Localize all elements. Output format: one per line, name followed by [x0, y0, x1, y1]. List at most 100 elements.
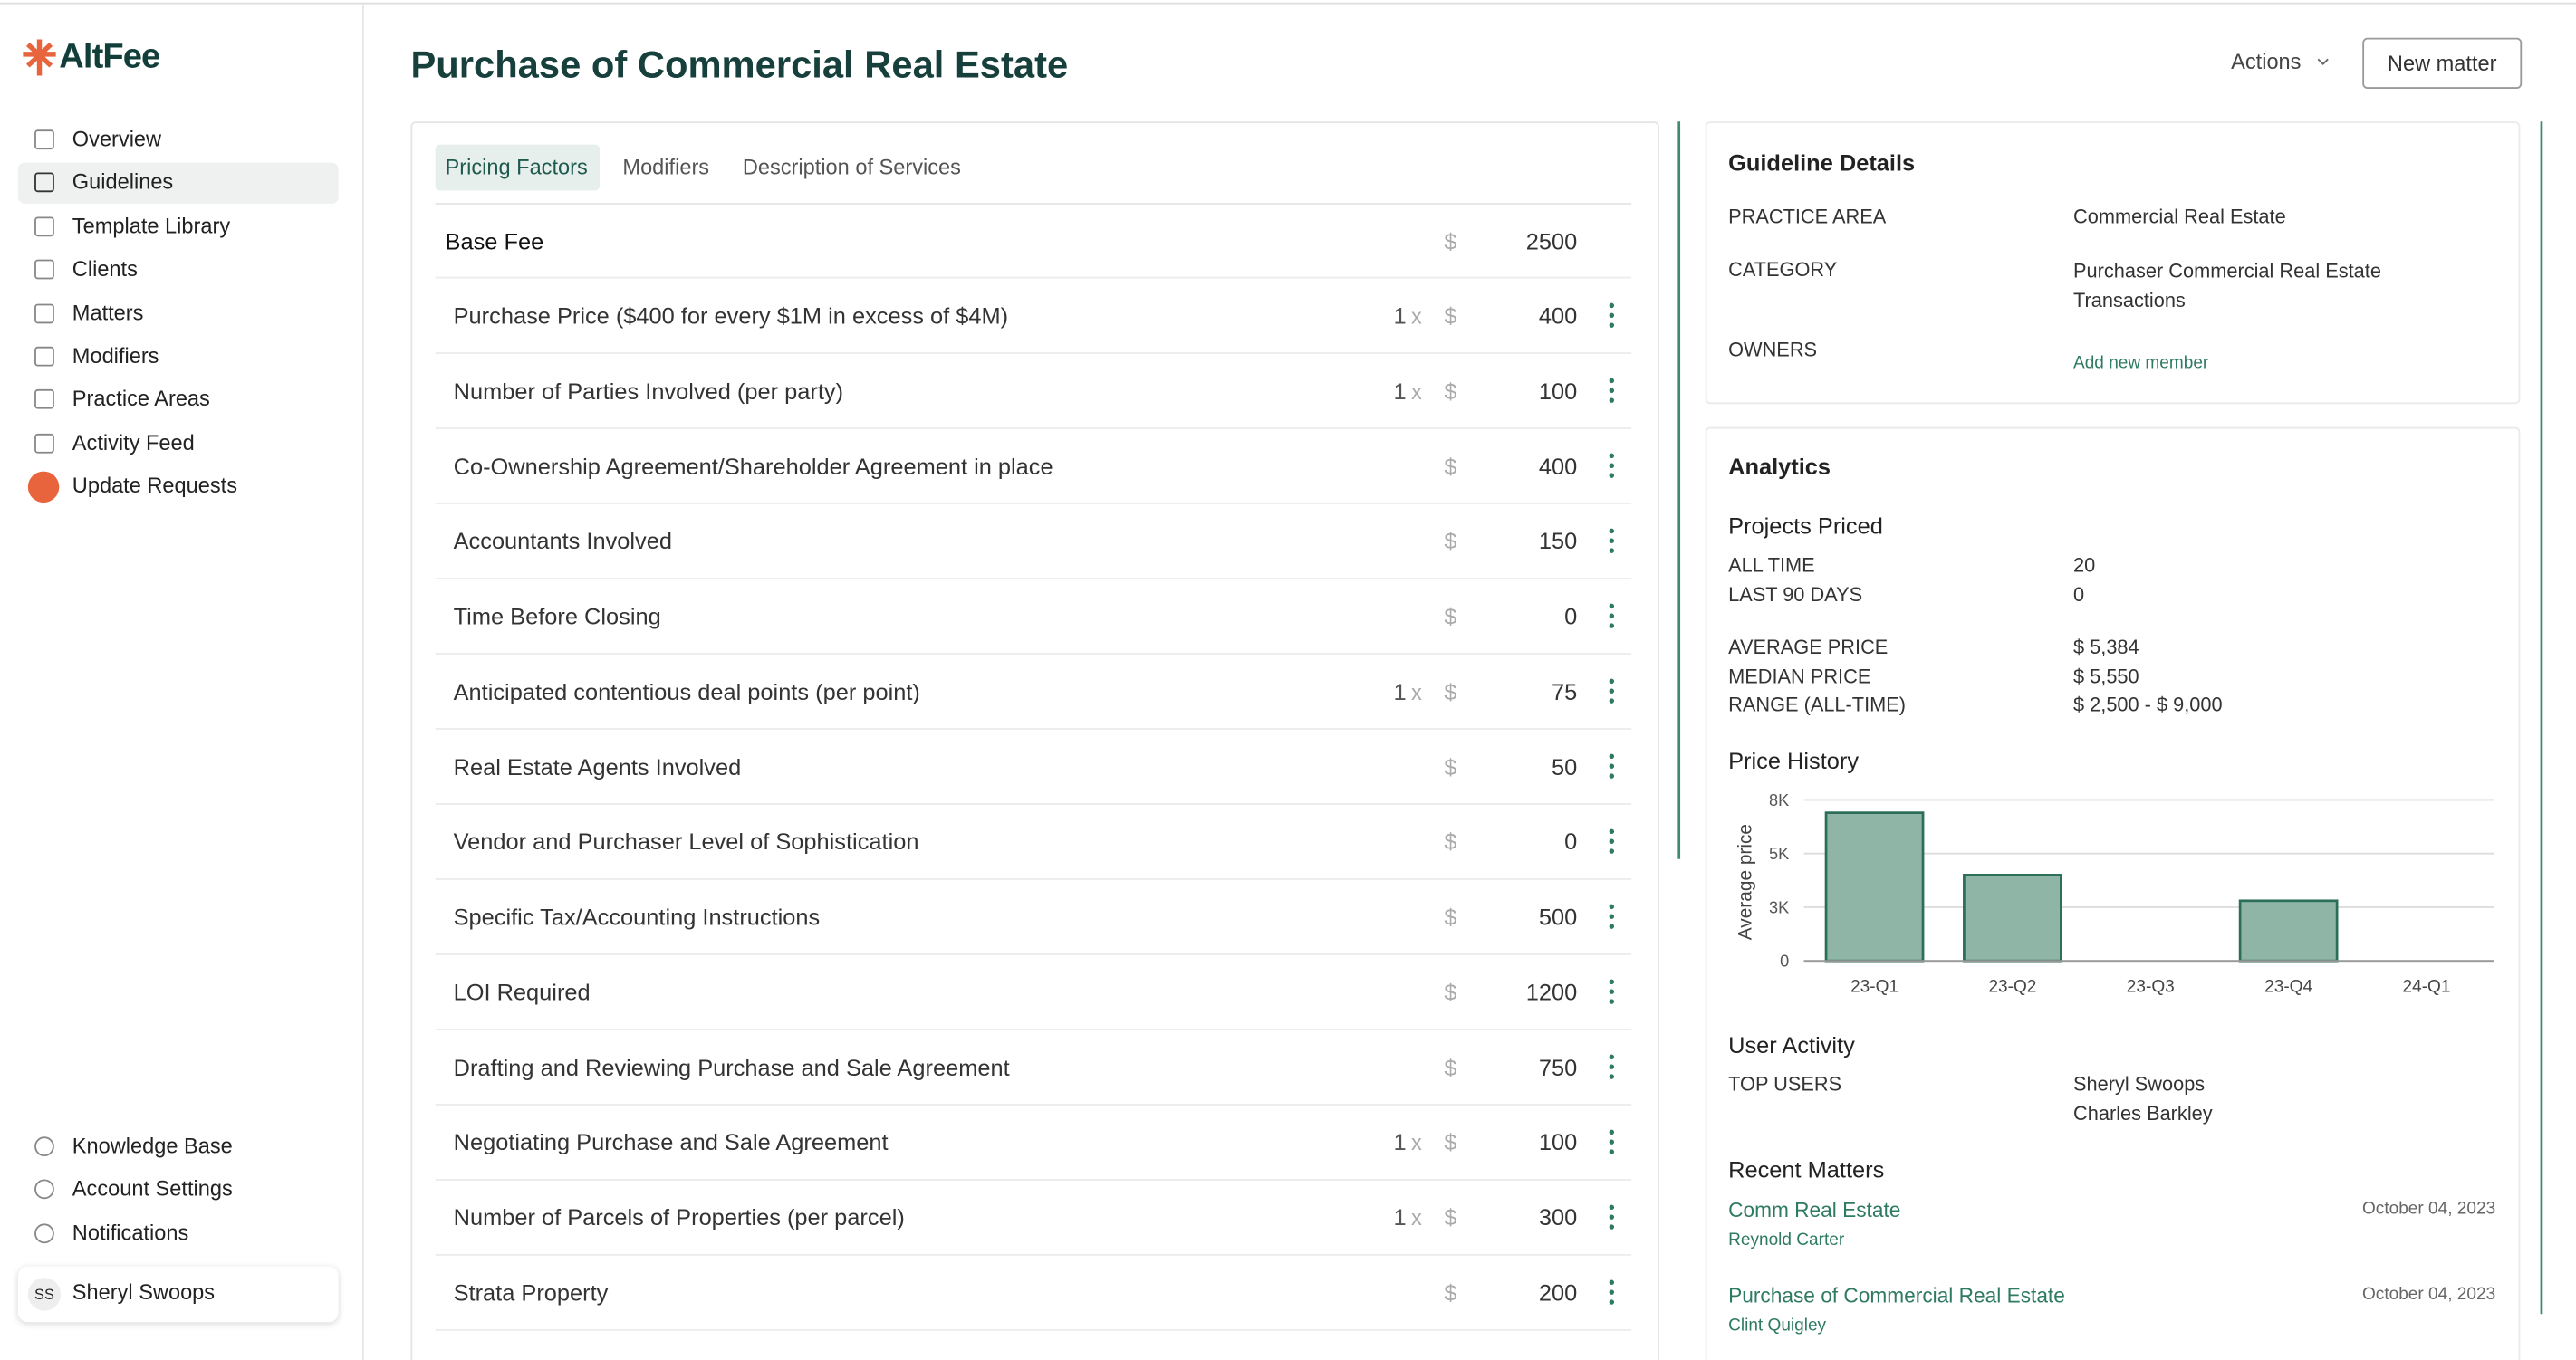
currency: $	[1444, 228, 1457, 255]
actions-menu[interactable]: Actions	[2231, 49, 2302, 74]
kebab-dot	[1609, 1074, 1615, 1079]
kebab-dot	[1609, 1129, 1615, 1135]
nav-item[interactable]: Matters	[72, 300, 144, 325]
nav-item[interactable]: Account Settings	[72, 1176, 233, 1202]
factor-amount: 150	[1538, 527, 1578, 554]
factor-label: Co-Ownership Agreement/Shareholder Agree…	[453, 452, 1053, 479]
x-tick-label: 23-Q3	[2127, 978, 2175, 997]
factor-amount: 300	[1538, 1203, 1578, 1231]
multiplier: 1	[1393, 377, 1407, 404]
stat-value: 0	[2073, 582, 2085, 607]
kebab-dot	[1609, 453, 1615, 459]
currency: $	[1444, 377, 1457, 404]
kebab-dot	[1609, 924, 1615, 929]
field-value: Purchaser Commercial Real Estate Transac…	[2073, 259, 2381, 312]
kebab-dot	[1609, 763, 1615, 769]
field-label: PRACTICE AREA	[1728, 205, 1887, 229]
kebab-dot	[1609, 473, 1615, 478]
nav-item[interactable]: Practice Areas	[72, 386, 210, 412]
nav-icon	[34, 433, 54, 454]
stat-label: TOP USERS	[1728, 1072, 1842, 1096]
factor-label: Anticipated contentious deal points (per…	[453, 677, 920, 704]
y-tick-label: 8K	[1769, 791, 1789, 809]
factor-label: Number of Parcels of Properties (per par…	[453, 1203, 905, 1231]
kebab-dot	[1609, 378, 1615, 384]
currency: $	[1444, 978, 1457, 1005]
stat-value: $ 5,550	[2073, 664, 2139, 688]
x-tick-label: 23-Q1	[1850, 978, 1898, 997]
currency: $	[1444, 452, 1457, 479]
matter-link[interactable]: Purchase of Commercial Real Estate	[1728, 1284, 2065, 1307]
nav-icon	[34, 1223, 54, 1243]
nav-icon	[34, 129, 54, 150]
details-title: Guideline Details	[1728, 149, 1916, 177]
new-matter-button[interactable]: New matter	[2362, 37, 2523, 89]
section-title: Recent Matters	[1728, 1156, 1885, 1183]
kebab-dot	[1609, 623, 1615, 628]
kebab-dot	[1609, 773, 1615, 779]
tab[interactable]: Description of Services	[742, 154, 961, 179]
factor-amount: 0	[1564, 828, 1578, 855]
nav-item[interactable]: Guidelines	[72, 169, 174, 195]
kebab-dot	[1609, 312, 1615, 319]
factor-label: LOI Required	[453, 978, 591, 1005]
currency: $	[1444, 677, 1457, 704]
kebab-dot	[1609, 1279, 1615, 1286]
chart-title: Price History	[1728, 747, 1860, 774]
pricing-card	[410, 121, 1659, 1360]
factor-amount: 100	[1538, 377, 1578, 404]
nav-item[interactable]: Modifiers	[72, 343, 159, 369]
x-tick-label: 23-Q2	[1988, 978, 2036, 997]
y-tick-label: 0	[1780, 953, 1789, 971]
factor-amount: 100	[1538, 1128, 1578, 1155]
matter-date: October 04, 2023	[2361, 1284, 2496, 1305]
kebab-dot	[1609, 528, 1615, 534]
factor-amount: 500	[1538, 903, 1578, 930]
tab[interactable]: Pricing Factors	[445, 154, 588, 179]
kebab-dot	[1609, 1214, 1615, 1220]
stat-label: AVERAGE PRICE	[1728, 636, 1889, 659]
y-tick-label: 3K	[1769, 898, 1789, 916]
kebab-dot	[1609, 999, 1615, 1004]
kebab-dot	[1609, 1224, 1615, 1230]
factor-label: Real Estate Agents Involved	[453, 752, 742, 780]
multiplier-sign: x	[1411, 1130, 1422, 1155]
multiplier: 1	[1393, 677, 1407, 704]
factor-label: Time Before Closing	[453, 602, 661, 629]
multiplier: 1	[1393, 1128, 1407, 1155]
nav-item[interactable]: Activity Feed	[72, 429, 195, 455]
currency: $	[1444, 752, 1457, 780]
currency: $	[1444, 1128, 1457, 1155]
matter-link[interactable]: Comm Real Estate	[1728, 1199, 1901, 1222]
nav-item[interactable]: Notifications	[72, 1220, 189, 1245]
nav-icon	[34, 216, 54, 236]
nav-item[interactable]: Overview	[72, 126, 162, 151]
nav-icon	[34, 302, 54, 323]
kebab-dot	[1609, 1204, 1615, 1211]
add-member-link[interactable]: Add new member	[2073, 353, 2209, 373]
factor-label: Strata Property	[453, 1279, 609, 1306]
nav-item[interactable]: Update Requests	[72, 473, 238, 498]
multiplier-sign: x	[1411, 303, 1422, 329]
kebab-dot	[1609, 302, 1615, 309]
tab[interactable]: Modifiers	[622, 154, 710, 179]
nav-item[interactable]: Knowledge Base	[72, 1133, 233, 1158]
kebab-dot	[1609, 904, 1615, 910]
nav-item[interactable]: Template Library	[72, 213, 231, 238]
currency: $	[1444, 1053, 1457, 1080]
nav-item[interactable]: Clients	[72, 256, 138, 282]
stat-label: RANGE (ALL-TIME)	[1728, 693, 1907, 716]
y-axis-label: Average price	[1735, 824, 1756, 940]
top-user: Sheryl Swoops	[2073, 1072, 2206, 1096]
multiplier-sign: x	[1411, 679, 1422, 704]
nav-active-bg	[17, 162, 339, 204]
base-fee-label: Base Fee	[445, 228, 544, 255]
analytics-title: Analytics	[1728, 453, 1831, 480]
kebab-dot	[1609, 1064, 1615, 1069]
chevron	[2317, 58, 2329, 66]
kebab-dot	[1609, 838, 1615, 844]
logo: AltFee	[59, 37, 160, 76]
